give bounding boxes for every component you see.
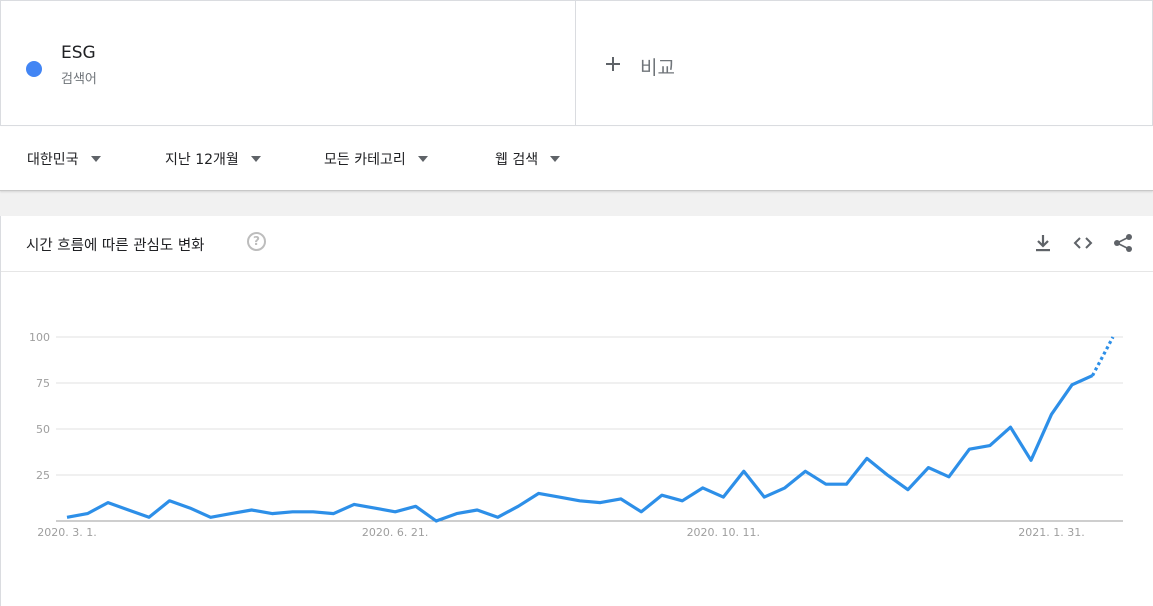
x-tick-label: 2020. 10. 11. [687,526,760,539]
interest-over-time-panel: 시간 흐름에 따른 관심도 변화 ? 25 50 75 100 2020. 3. 1.… [0,216,1153,606]
region-filter-label: 대한민국 [27,152,79,168]
share-icon[interactable] [1112,232,1134,254]
compare-label: 비교 [640,57,675,79]
filter-bar: 대한민국 지난 12개월 모든 카테고리 웹 검색 [0,127,1153,191]
time-range-filter[interactable]: 지난 12개월 [165,149,261,169]
chevron-down-icon [550,156,561,162]
panel-header: 시간 흐름에 따른 관심도 변화 ? [1,216,1153,272]
x-tick-label: 2021. 1. 31. [1018,526,1084,539]
interest-line-chart: 25 50 75 100 2020. 3. 1. 2020. 6. 21. 2020. 1… [29,331,1123,539]
series-partial-segment [1091,336,1115,377]
search-type-filter-label: 웹 검색 [495,152,539,168]
region-filter[interactable]: 대한민국 [27,149,101,169]
y-tick-label: 25 [36,469,50,482]
y-tick-label: 75 [36,377,50,390]
x-tick-label: 2020. 6. 21. [362,526,428,539]
category-filter-label: 모든 카테고리 [324,152,406,168]
download-icon[interactable] [1032,232,1054,254]
search-term-name[interactable]: ESG [61,43,96,63]
category-filter[interactable]: 모든 카테고리 [324,149,428,169]
time-range-filter-label: 지난 12개월 [165,152,239,168]
chevron-down-icon [250,156,261,162]
plus-icon [606,57,620,71]
search-type-filter[interactable]: 웹 검색 [495,149,561,169]
search-terms-bar: ESG 검색어 비교 [0,0,1153,127]
y-tick-label: 100 [29,331,50,344]
y-tick-label: 50 [36,423,50,436]
panel-title: 시간 흐름에 따른 관심도 변화 [26,238,205,254]
help-icon[interactable]: ? [247,232,266,251]
search-term-type: 검색어 [61,72,97,87]
search-term-card[interactable]: ESG 검색어 [0,0,576,126]
chevron-down-icon [417,156,428,162]
series-line [66,374,1094,523]
x-tick-label: 2020. 3. 1. [37,526,96,539]
compare-button[interactable]: 비교 [576,0,1153,126]
chevron-down-icon [90,156,101,162]
embed-code-icon[interactable] [1072,232,1094,254]
series-color-dot [26,61,42,77]
